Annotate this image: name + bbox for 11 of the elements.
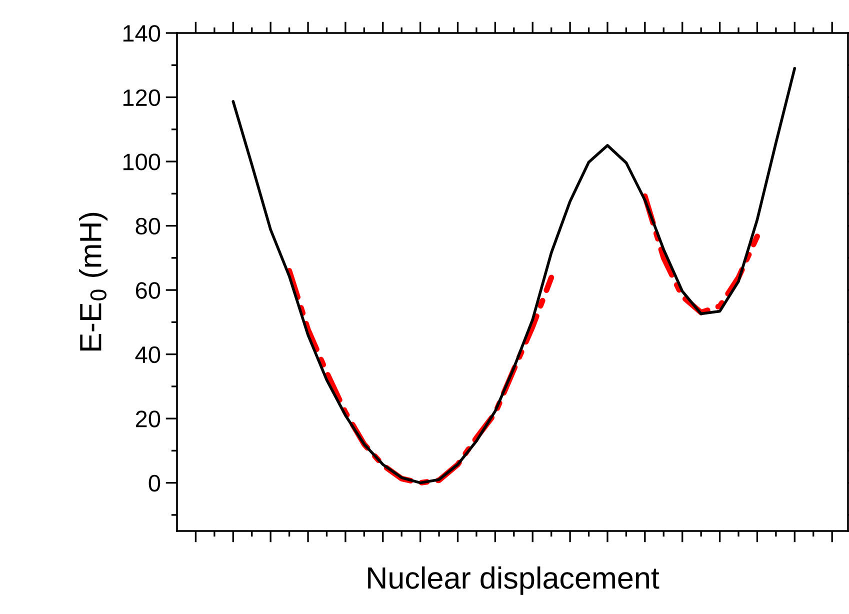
y-tick-label: 100 — [123, 154, 160, 170]
x-axis-title: Nuclear displacement — [368, 566, 660, 595]
y-tick-label: 20 — [136, 410, 160, 428]
y-tick-label: 40 — [135, 346, 160, 364]
line-series — [232, 66, 796, 484]
y-tick-label: 140 — [123, 25, 160, 42]
y-tick-label: 60 — [136, 282, 160, 299]
y-tick-label: 80 — [136, 218, 160, 235]
y-tick-label: 120 — [123, 89, 160, 106]
y-axis-title: E-E$_{0}$ (mH) — [79, 212, 108, 351]
y-tick-label: 0 — [148, 474, 160, 492]
